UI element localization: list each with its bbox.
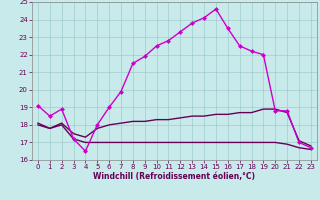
X-axis label: Windchill (Refroidissement éolien,°C): Windchill (Refroidissement éolien,°C)	[93, 172, 255, 181]
